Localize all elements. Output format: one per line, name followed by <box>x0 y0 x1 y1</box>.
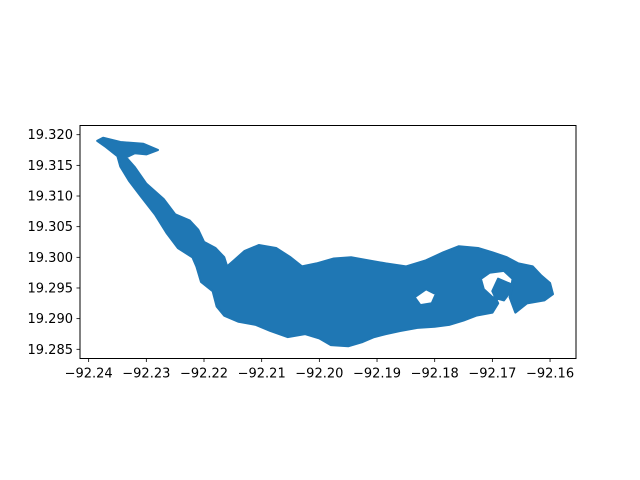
x-tick-label: −92.19 <box>353 367 401 382</box>
x-tick-label: −92.20 <box>295 367 343 382</box>
y-tick-label: 19.285 <box>28 343 74 358</box>
x-tick-label: −92.23 <box>122 367 170 382</box>
y-tick-label: 19.295 <box>28 281 74 296</box>
y-tick-label: 19.290 <box>28 312 74 327</box>
y-tick-label: 19.320 <box>28 128 74 143</box>
y-tick-label: 19.305 <box>28 220 74 235</box>
y-axis: 19.285 19.290 19.295 19.300 19.305 19.310 19.3… <box>28 128 81 358</box>
x-tick-label: −92.16 <box>526 367 574 382</box>
y-tick-label: 19.300 <box>28 251 74 266</box>
y-tick-label: 19.310 <box>28 190 74 205</box>
x-tick-label: −92.18 <box>411 367 459 382</box>
watershed-polygon <box>97 138 553 346</box>
y-tick-label: 19.315 <box>28 159 74 174</box>
x-axis: −92.24 −92.23 −92.22 −92.21 −92.20 −92.19 −92.… <box>65 359 575 382</box>
x-tick-label: −92.24 <box>65 367 113 382</box>
x-tick-label: −92.17 <box>468 367 516 382</box>
x-tick-label: −92.22 <box>180 367 228 382</box>
polygon-layer <box>97 138 553 346</box>
x-tick-label: −92.21 <box>238 367 286 382</box>
